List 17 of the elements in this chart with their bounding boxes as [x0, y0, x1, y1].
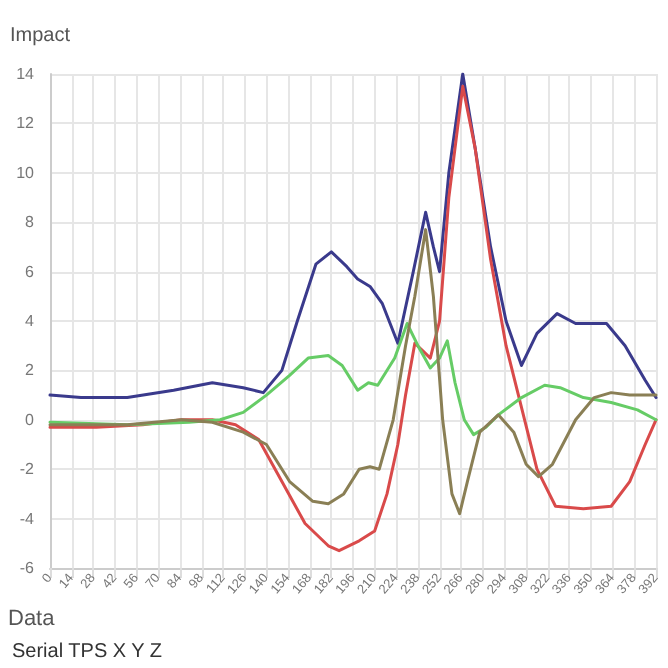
- line-series: [48, 228, 658, 516]
- text: Data: [8, 607, 57, 631]
- y-tick-label: 14: [16, 65, 36, 83]
- y-tick-label: 8: [25, 213, 36, 232]
- y-tick-label: 10: [16, 163, 36, 182]
- y-tick-label: -2: [19, 460, 36, 479]
- line-series: [48, 321, 658, 437]
- y-tick-label: 4: [25, 312, 36, 330]
- line-series: [48, 84, 658, 553]
- y-tick-label: -6: [19, 559, 36, 577]
- y-tick-label: 12: [16, 114, 36, 133]
- text: Serial TPS X Y Z: [12, 641, 163, 663]
- y-tick-label: -4: [19, 509, 36, 528]
- y-tick-label: 6: [25, 262, 36, 281]
- y-tick-label: 0: [25, 410, 36, 429]
- y-axis-title: Impact: [10, 25, 71, 47]
- y-tick-label: 2: [25, 361, 36, 380]
